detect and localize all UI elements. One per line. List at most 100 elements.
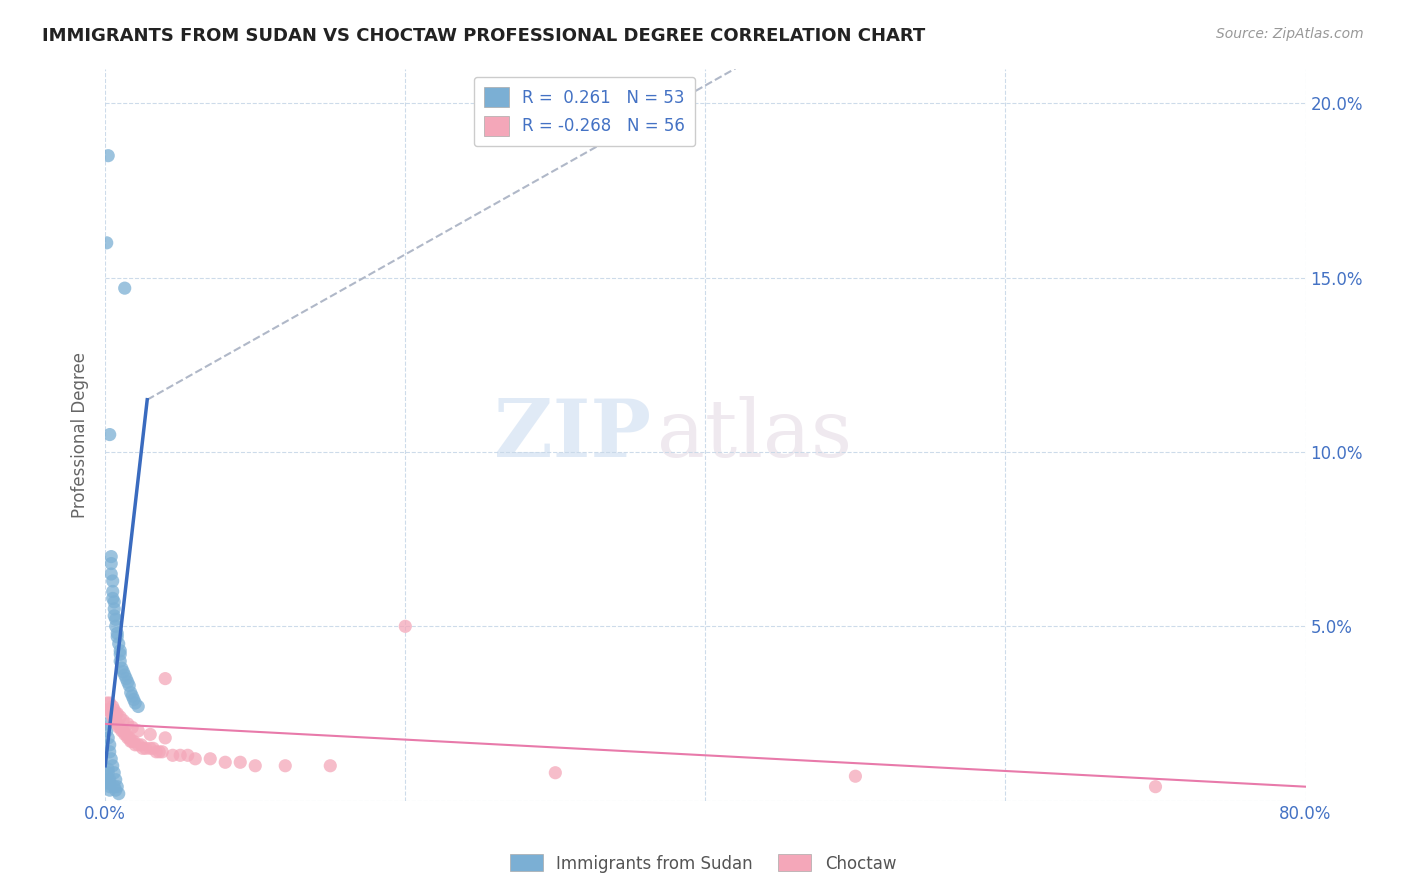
Point — [118, 731, 141, 745]
Point — [107, 720, 129, 734]
Point — [110, 647, 132, 661]
Point — [127, 738, 149, 752]
Point — [101, 574, 124, 588]
Point — [97, 762, 120, 776]
Point — [214, 756, 236, 770]
Point — [97, 765, 120, 780]
Point — [98, 772, 121, 787]
Point — [107, 787, 129, 801]
Point — [110, 720, 132, 734]
Point — [100, 557, 122, 571]
Point — [118, 679, 141, 693]
Point — [111, 661, 134, 675]
Point — [98, 738, 121, 752]
Point — [104, 612, 127, 626]
Point — [96, 769, 118, 783]
Point — [120, 734, 142, 748]
Point — [98, 696, 121, 710]
Y-axis label: Professional Degree: Professional Degree — [72, 351, 89, 517]
Point — [124, 696, 146, 710]
Point — [104, 772, 127, 787]
Point — [132, 741, 155, 756]
Point — [155, 731, 177, 745]
Point — [544, 765, 567, 780]
Point — [103, 595, 125, 609]
Point — [105, 626, 128, 640]
Point — [114, 281, 136, 295]
Point — [135, 741, 157, 756]
Point — [121, 720, 143, 734]
Point — [117, 717, 139, 731]
Point — [150, 745, 173, 759]
Point — [169, 748, 191, 763]
Point — [101, 591, 124, 606]
Point — [115, 727, 138, 741]
Point — [127, 699, 149, 714]
Point — [111, 723, 134, 738]
Point — [145, 745, 167, 759]
Legend: Immigrants from Sudan, Choctaw: Immigrants from Sudan, Choctaw — [503, 847, 903, 880]
Point — [148, 745, 170, 759]
Point — [112, 714, 135, 728]
Point — [105, 780, 128, 794]
Point — [184, 752, 207, 766]
Point — [98, 780, 121, 794]
Point — [98, 745, 121, 759]
Point — [117, 731, 139, 745]
Point — [101, 584, 124, 599]
Point — [319, 758, 342, 772]
Point — [100, 706, 122, 721]
Point — [110, 710, 132, 724]
Point — [274, 758, 297, 772]
Legend: R =  0.261   N = 53, R = -0.268   N = 56: R = 0.261 N = 53, R = -0.268 N = 56 — [474, 77, 695, 146]
Point — [103, 780, 125, 794]
Point — [117, 675, 139, 690]
Point — [100, 752, 122, 766]
Point — [394, 619, 416, 633]
Point — [105, 717, 128, 731]
Point — [101, 699, 124, 714]
Point — [142, 741, 165, 756]
Point — [97, 703, 120, 717]
Point — [1144, 780, 1167, 794]
Point — [105, 706, 128, 721]
Point — [104, 783, 127, 797]
Point — [122, 734, 145, 748]
Point — [114, 727, 136, 741]
Point — [103, 703, 125, 717]
Point — [200, 752, 222, 766]
Point — [127, 723, 149, 738]
Point — [97, 731, 120, 745]
Point — [101, 710, 124, 724]
Point — [129, 738, 152, 752]
Point — [104, 706, 127, 721]
Point — [112, 665, 135, 679]
Text: ZIP: ZIP — [495, 395, 651, 474]
Point — [177, 748, 200, 763]
Point — [162, 748, 184, 763]
Point — [96, 235, 118, 250]
Point — [98, 427, 121, 442]
Point — [110, 654, 132, 668]
Point — [114, 668, 136, 682]
Point — [105, 630, 128, 644]
Point — [104, 619, 127, 633]
Point — [124, 738, 146, 752]
Point — [103, 714, 125, 728]
Point — [100, 549, 122, 564]
Point — [122, 692, 145, 706]
Point — [121, 734, 143, 748]
Point — [120, 685, 142, 699]
Text: IMMIGRANTS FROM SUDAN VS CHOCTAW PROFESSIONAL DEGREE CORRELATION CHART: IMMIGRANTS FROM SUDAN VS CHOCTAW PROFESS… — [42, 27, 925, 45]
Point — [155, 672, 177, 686]
Point — [229, 756, 252, 770]
Point — [98, 783, 121, 797]
Point — [844, 769, 866, 783]
Point — [96, 717, 118, 731]
Point — [104, 714, 127, 728]
Point — [96, 776, 118, 790]
Point — [121, 689, 143, 703]
Point — [97, 149, 120, 163]
Point — [139, 727, 162, 741]
Point — [245, 758, 267, 772]
